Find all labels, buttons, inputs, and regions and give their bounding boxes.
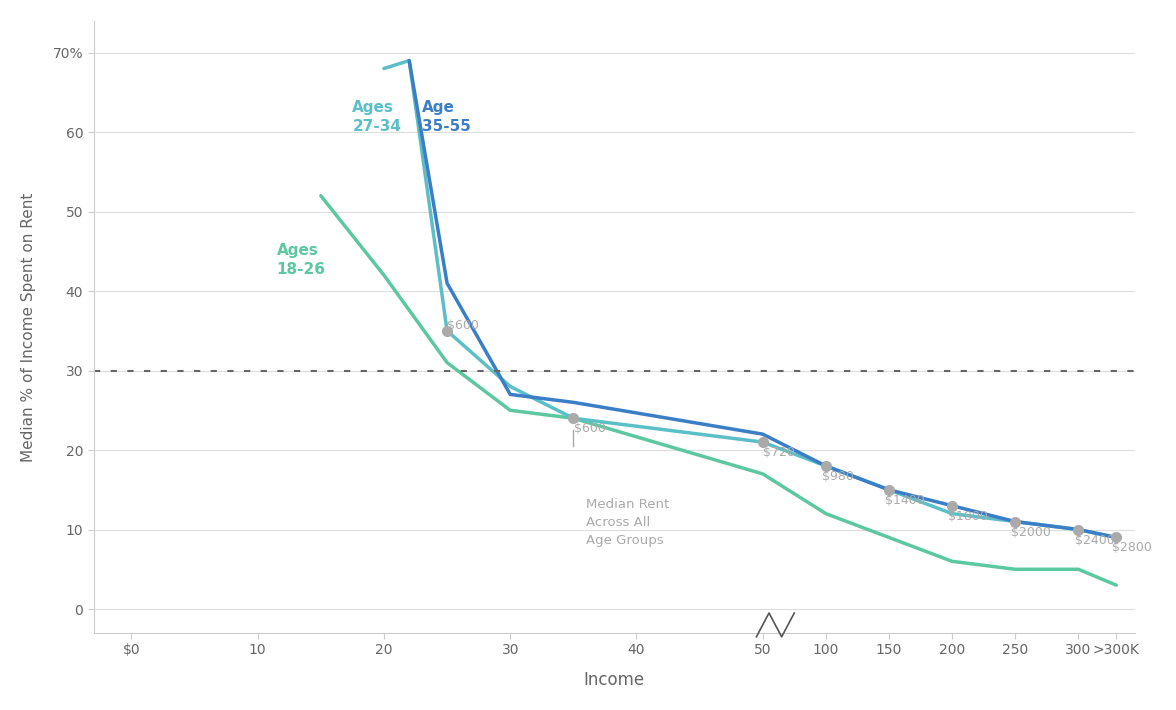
Text: Median Rent
Across All
Age Groups: Median Rent Across All Age Groups	[586, 498, 669, 547]
Text: Age
35-55: Age 35-55	[422, 100, 470, 134]
X-axis label: Income: Income	[583, 671, 644, 689]
Y-axis label: Median % of Income Spent on Rent: Median % of Income Spent on Rent	[21, 192, 35, 462]
Text: $980: $980	[822, 470, 854, 483]
Text: $2400: $2400	[1075, 533, 1115, 547]
Text: Ages
27-34: Ages 27-34	[353, 100, 401, 134]
Text: Ages
18-26: Ages 18-26	[276, 244, 326, 277]
Text: $2000: $2000	[1011, 525, 1051, 539]
Text: $1800: $1800	[948, 510, 988, 523]
Text: $2800: $2800	[1112, 542, 1152, 555]
Text: $1400: $1400	[886, 493, 926, 507]
Text: $600: $600	[574, 422, 606, 435]
Text: $720: $720	[763, 446, 795, 459]
Text: $600: $600	[447, 319, 479, 332]
